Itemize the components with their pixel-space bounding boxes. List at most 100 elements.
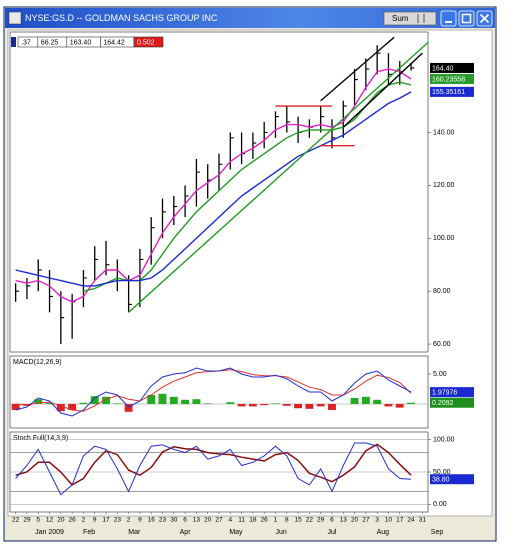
y-tick-label: 100.00 bbox=[433, 235, 455, 242]
value-label-box bbox=[430, 86, 474, 97]
stoch-k bbox=[15, 442, 412, 496]
histogram-bar bbox=[102, 396, 110, 404]
histogram-bar bbox=[124, 404, 133, 412]
x-tick-label: 22 bbox=[306, 517, 314, 524]
histogram-bar bbox=[294, 404, 303, 409]
header-marker bbox=[11, 37, 16, 47]
x-tick-label: 27 bbox=[215, 517, 223, 524]
x-tick-label: 3 bbox=[375, 517, 379, 524]
x-tick-label: 13 bbox=[340, 517, 348, 524]
macd-line bbox=[15, 367, 412, 417]
value-label-box bbox=[430, 387, 474, 398]
histogram-bar bbox=[158, 393, 167, 404]
x-tick-label: 4 bbox=[228, 517, 232, 524]
histogram-bar bbox=[181, 399, 190, 404]
x-tick-label: 18 bbox=[249, 517, 257, 524]
value-label-box bbox=[430, 397, 474, 408]
histogram-bar bbox=[361, 396, 370, 404]
moving-average bbox=[15, 68, 412, 303]
histogram-bar bbox=[34, 399, 43, 404]
value-label: 0.2092 bbox=[432, 400, 454, 407]
panel-title: Stoch Full(14,3,9) bbox=[13, 435, 68, 442]
x-tick-label: 22 bbox=[12, 517, 20, 524]
x-tick-label: 20 bbox=[204, 517, 212, 524]
histogram-bar bbox=[271, 403, 280, 404]
y-tick-label: 100.00 bbox=[433, 437, 455, 444]
header-value: 164.42 bbox=[103, 39, 125, 46]
histogram-bar bbox=[56, 404, 65, 412]
x-tick-label: 6 bbox=[330, 517, 334, 524]
x-tick-label: 27 bbox=[362, 517, 370, 524]
x-tick-label: 29 bbox=[317, 517, 325, 524]
x-tick-label: 5 bbox=[36, 517, 40, 524]
moving-average bbox=[15, 91, 412, 287]
minimize-button[interactable] bbox=[440, 10, 457, 27]
x-tick-label: 10 bbox=[385, 517, 393, 524]
histogram-bar bbox=[113, 403, 122, 404]
histogram-bar bbox=[79, 402, 88, 404]
month-label: May bbox=[229, 529, 243, 536]
y-tick-label: 140.00 bbox=[433, 129, 455, 136]
value-label-box bbox=[430, 73, 474, 84]
histogram-bar bbox=[407, 402, 416, 404]
x-tick-label: 1 bbox=[274, 517, 278, 524]
sum-button-box[interactable] bbox=[383, 11, 437, 26]
histogram-bar bbox=[395, 404, 404, 408]
month-label: Apr bbox=[180, 529, 192, 536]
x-tick-label: 30 bbox=[170, 517, 178, 524]
value-label: 160.23558 bbox=[432, 76, 465, 83]
histogram-bar bbox=[169, 396, 178, 404]
header-box bbox=[133, 36, 164, 48]
chart-area bbox=[7, 29, 493, 517]
month-label: Feb bbox=[83, 529, 95, 536]
histogram-bar bbox=[384, 404, 393, 407]
header-value: 163.40 bbox=[70, 39, 92, 46]
histogram-bar bbox=[305, 404, 314, 409]
x-tick-label: 23 bbox=[114, 517, 122, 524]
month-label: Jan 2009 bbox=[35, 529, 64, 536]
value-label: 155.35161 bbox=[432, 89, 465, 96]
x-tick-label: 16 bbox=[148, 517, 156, 524]
x-tick-label: 6 bbox=[183, 517, 187, 524]
trendline bbox=[128, 41, 428, 313]
macd-panel bbox=[9, 355, 429, 429]
y-tick-label: 5.00 bbox=[433, 371, 447, 378]
trendline bbox=[320, 36, 395, 102]
trendline bbox=[342, 52, 423, 128]
x-tick-label: 2 bbox=[127, 517, 131, 524]
y-tick-label: 0.00 bbox=[433, 501, 447, 508]
sum-button[interactable]: Sum bbox=[383, 11, 437, 26]
maximize-icon bbox=[461, 13, 472, 24]
histogram-bar bbox=[203, 403, 212, 404]
header-value: 66.25 bbox=[41, 39, 59, 46]
stoch-d bbox=[15, 443, 412, 486]
value-label: 38.80 bbox=[432, 477, 450, 484]
x-tick-label: 20 bbox=[351, 517, 359, 524]
sum-button-label[interactable]: Sum bbox=[392, 14, 409, 23]
x-tick-label: 20 bbox=[57, 517, 65, 524]
histogram-bar bbox=[68, 404, 77, 410]
x-tick-label: 8 bbox=[285, 517, 289, 524]
title-bar bbox=[5, 8, 495, 28]
value-label: 1.97976 bbox=[432, 389, 457, 396]
histogram-bar bbox=[147, 395, 156, 404]
y-tick-label: 80.00 bbox=[433, 288, 451, 295]
histogram-bar bbox=[11, 404, 20, 410]
maximize-button[interactable] bbox=[458, 10, 475, 27]
histogram-bar bbox=[282, 404, 291, 406]
value-label-box bbox=[430, 474, 474, 485]
price-panel bbox=[9, 31, 429, 353]
x-tick-label: 29 bbox=[23, 517, 31, 524]
x-tick-label: 26 bbox=[261, 517, 269, 524]
x-tick-label: 2 bbox=[82, 517, 86, 524]
x-tick-label: 31 bbox=[419, 517, 427, 524]
x-tick-label: 11 bbox=[238, 517, 245, 524]
histogram-bar bbox=[373, 399, 382, 404]
histogram-bar bbox=[45, 402, 54, 404]
month-label: Jul bbox=[327, 529, 336, 536]
x-tick-label: 9 bbox=[138, 517, 142, 524]
y-tick-label: 60.00 bbox=[433, 341, 451, 348]
x-tick-label: 13 bbox=[193, 517, 201, 524]
